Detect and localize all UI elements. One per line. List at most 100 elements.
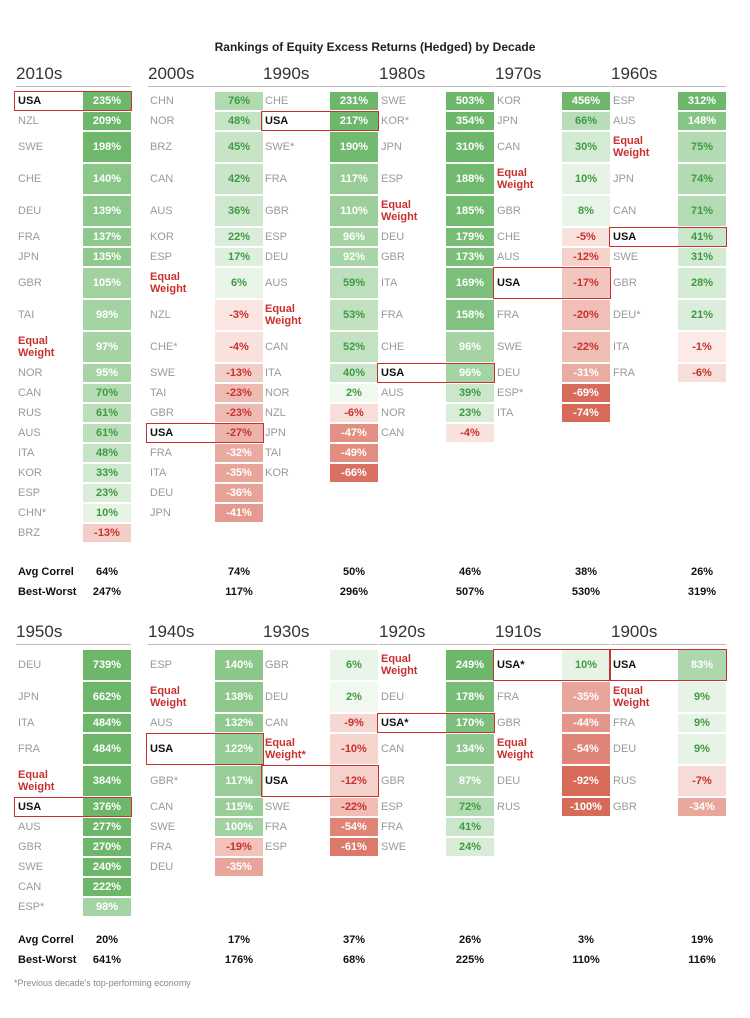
value-cell-1960s-swe: 31% (678, 248, 726, 266)
country-label-1990s-esp: ESP (265, 231, 288, 243)
value-cell-1940s-can: 115% (215, 798, 263, 816)
country-label-1930s-gbr: GBR (265, 659, 289, 671)
country-label-2010s-chn: CHN* (18, 507, 47, 519)
country-label-1980s-che: CHE (381, 341, 405, 353)
decade-heading-1950s: 1950s (16, 622, 131, 645)
value-cell-2010s-can: 70% (83, 384, 131, 402)
value-cell-2000s-can: 42% (215, 164, 263, 194)
country-label-1980s-can: CAN (381, 427, 405, 439)
best-worst-value-1920s: 225% (455, 954, 485, 966)
value-cell-2000s-ita: -35% (215, 464, 263, 482)
value-cell-2010s-brz: -13% (83, 524, 131, 542)
country-label-1990s-che: CHE (265, 95, 289, 107)
avg-correl-value-2010s: 64% (95, 566, 119, 578)
country-label-2010s-tai: TAI (18, 309, 35, 321)
country-label-1940s-esp: ESP (150, 659, 173, 671)
country-label-1950s-esp: ESP* (18, 901, 45, 913)
country-label-1980s-kor: KOR* (381, 115, 410, 127)
value-cell-2000s-jpn: -41% (215, 504, 263, 522)
value-cell-1970s-kor: 456% (562, 92, 610, 110)
value-cell-2010s-rus: 61% (83, 404, 131, 422)
country-label-2010s-nzl: NZL (18, 115, 39, 127)
value-cell-1990s-equal-weight: 53% (330, 300, 378, 330)
country-label-2010s-can: CAN (18, 387, 42, 399)
country-label-1920s-gbr: GBR (381, 775, 405, 787)
country-label-2000s-equal-weight: Equal Weight (150, 271, 187, 295)
value-cell-1980s-can: -4% (446, 424, 494, 442)
country-label-2000s-che: CHE* (150, 341, 178, 353)
country-label-1900s-equal-weight: Equal Weight (613, 685, 650, 709)
country-label-1970s-swe: SWE (497, 341, 523, 353)
country-label-1950s-equal-weight: Equal Weight (18, 769, 55, 793)
value-cell-1990s-can: 52% (330, 332, 378, 362)
value-cell-1960s-can: 71% (678, 196, 726, 226)
country-label-1920s-deu: DEU (381, 691, 405, 703)
value-cell-2010s-esp: 23% (83, 484, 131, 502)
value-cell-1940s-deu: -35% (215, 858, 263, 876)
decade-heading-2010s: 2010s (16, 64, 131, 87)
country-label-2010s-deu: DEU (18, 205, 42, 217)
value-cell-1970s-fra: -20% (562, 300, 610, 330)
country-label-1910s-rus: RUS (497, 801, 521, 813)
country-label-1910s-equal-weight: Equal Weight (497, 737, 534, 761)
value-cell-1980s-aus: 39% (446, 384, 494, 402)
value-cell-1950s-esp: 98% (83, 898, 131, 916)
value-cell-1940s-equal-weight: 138% (215, 682, 263, 712)
value-cell-1960s-jpn: 74% (678, 164, 726, 194)
country-label-1940s-swe: SWE (150, 821, 176, 833)
value-cell-2000s-swe: -13% (215, 364, 263, 382)
best-worst-value-1960s: 319% (687, 586, 717, 598)
decade-heading-1920s: 1920s (379, 622, 494, 645)
value-cell-1960s-equal-weight: 75% (678, 132, 726, 162)
value-cell-1950s-fra: 484% (83, 734, 131, 764)
best-worst-value-2000s: 117% (225, 586, 253, 598)
decade-heading-1960s: 1960s (611, 64, 726, 87)
country-label-1950s-fra: FRA (18, 743, 40, 755)
country-label-1930s-deu: DEU (265, 691, 289, 703)
value-cell-2000s-che: -4% (215, 332, 263, 362)
country-label-2000s-kor: KOR (150, 231, 174, 243)
value-cell-1970s-gbr: 8% (562, 196, 610, 226)
country-label-1950s-ita: ITA (18, 717, 35, 729)
country-label-2000s-tai: TAI (150, 387, 167, 399)
country-label-1940s-aus: AUS (150, 717, 173, 729)
country-label-1940s-fra: FRA (150, 841, 172, 853)
country-label-1970s-usa: USA (497, 277, 521, 289)
value-cell-1960s-esp: 312% (678, 92, 726, 110)
value-cell-1950s-deu: 739% (83, 650, 131, 680)
country-label-1980s-nor: NOR (381, 407, 406, 419)
value-cell-2010s-gbr: 105% (83, 268, 131, 298)
country-label-1940s-gbr: GBR* (150, 775, 179, 787)
country-label-1980s-esp: ESP (381, 173, 404, 185)
value-cell-1930s-swe: -22% (330, 798, 378, 816)
country-label-1910s-usa: USA* (497, 659, 525, 671)
value-cell-1980s-jpn: 310% (446, 132, 494, 162)
value-cell-1960s-gbr: 28% (678, 268, 726, 298)
value-cell-2000s-equal-weight: 6% (215, 268, 263, 298)
value-cell-2010s-deu: 139% (83, 196, 131, 226)
country-label-1990s-kor: KOR (265, 467, 289, 479)
best-worst-value-1970s: 530% (571, 586, 601, 598)
value-cell-2010s-fra: 137% (83, 228, 131, 246)
country-label-1960s-fra: FRA (613, 367, 635, 379)
country-label-1930s-esp: ESP (265, 841, 288, 853)
country-label-2010s-gbr: GBR (18, 277, 42, 289)
avg-correl-value-1930s: 37% (342, 934, 366, 946)
best-worst-value-1980s: 507% (455, 586, 485, 598)
avg-correl-value-1960s: 26% (690, 566, 714, 578)
country-label-1990s-ita: ITA (265, 367, 282, 379)
value-cell-1990s-usa: 217% (330, 112, 378, 130)
country-label-1990s-equal-weight: Equal Weight (265, 303, 302, 327)
value-cell-1930s-can: -9% (330, 714, 378, 732)
country-label-1990s-usa: USA (265, 115, 289, 127)
decade-heading-1940s: 1940s (148, 622, 263, 645)
value-cell-1900s-fra: 9% (678, 714, 726, 732)
chart-title: Rankings of Equity Excess Returns (Hedge… (214, 40, 536, 54)
country-label-2010s-swe: SWE (18, 141, 44, 153)
value-cell-1990s-che: 231% (330, 92, 378, 110)
value-cell-1910s-rus: -100% (562, 798, 610, 816)
country-label-2000s-brz: BRZ (150, 141, 172, 153)
value-cell-1990s-swe: 190% (330, 132, 378, 162)
value-cell-1920s-can: 134% (446, 734, 494, 764)
country-label-1950s-jpn: JPN (18, 691, 39, 703)
